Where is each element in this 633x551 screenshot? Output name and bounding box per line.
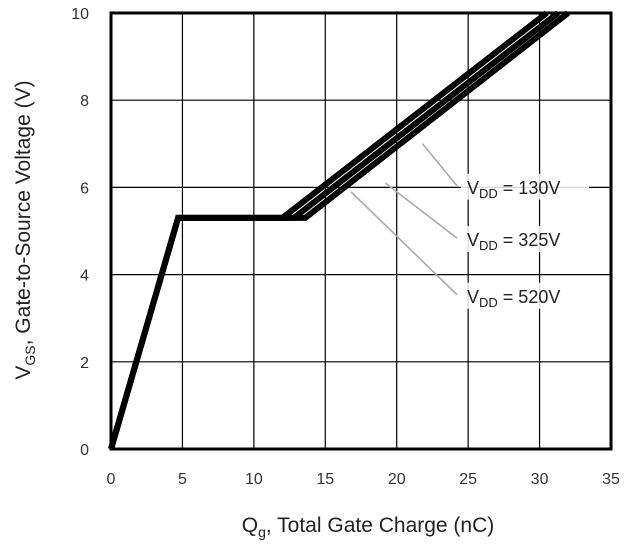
series-label-1: VDD = 130V (467, 178, 560, 201)
x-tick-label: 25 (459, 471, 477, 488)
x-tick-label: 0 (107, 471, 116, 488)
x-tick-label: 35 (602, 471, 620, 488)
series-label-2: VDD = 325V (467, 230, 560, 253)
series-group (108, 10, 570, 450)
y-tick-label: 0 (80, 442, 89, 459)
series-edge-3 (110, 12, 569, 450)
x-tick-label: 30 (531, 471, 549, 488)
annotation-bg-2 (461, 226, 589, 253)
plot-frame (109, 11, 613, 451)
x-tick-label: 15 (316, 471, 334, 488)
annotations: VDD = 130V VDD = 325V VDD = 520V (350, 143, 589, 310)
annotation-leader-3 (350, 191, 458, 296)
annotation-bg-3 (461, 282, 589, 309)
x-tick-label: 5 (178, 471, 187, 488)
annotation-bg-1 (461, 173, 589, 200)
x-axis-label: Qg, Total Gate Charge (nC) (242, 514, 495, 540)
y-tick-label: 4 (80, 268, 89, 285)
series-label-3: VDD = 520V (467, 287, 560, 310)
y-tick-label: 8 (80, 93, 89, 110)
y-axis-label: VGS, Gate-to-Source Voltage (V) (12, 80, 38, 379)
y-tick-label: 6 (80, 180, 89, 197)
tick-labels: 0 5 10 15 20 25 30 35 0 2 4 6 8 10 (71, 6, 620, 488)
annotation-leader-2 (384, 182, 458, 239)
y-tick-label: 2 (80, 355, 89, 372)
y-tick-label: 10 (71, 6, 89, 23)
x-tick-label: 10 (245, 471, 263, 488)
x-tick-label: 20 (388, 471, 406, 488)
annotation-leader-1 (421, 143, 458, 187)
